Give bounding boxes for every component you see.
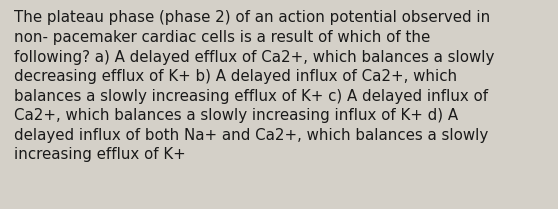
Text: The plateau phase (phase 2) of an action potential observed in
non- pacemaker ca: The plateau phase (phase 2) of an action… <box>14 10 494 162</box>
